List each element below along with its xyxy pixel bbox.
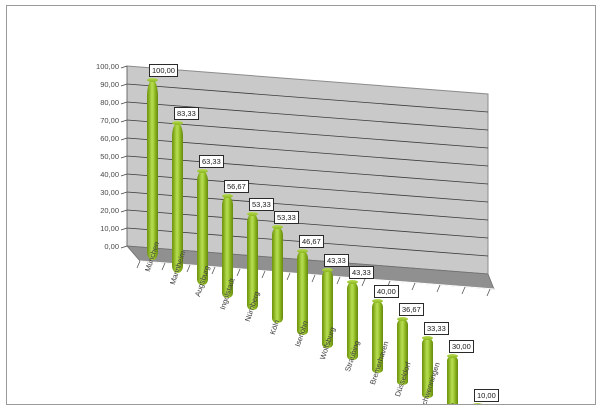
value-axis-tick-label: 100,00: [96, 62, 119, 71]
bar-top-cap: [247, 212, 258, 217]
value-axis-tick-label: 50,00: [100, 152, 119, 161]
value-axis-tick-label: 20,00: [100, 206, 119, 215]
category-axis-ticks: [136, 260, 491, 297]
bar-top-cap: [472, 402, 483, 404]
data-label: 63,33: [199, 155, 224, 169]
bar[interactable]: [197, 171, 208, 286]
data-label: 30,00: [449, 340, 474, 354]
bar[interactable]: [347, 282, 358, 361]
data-label: 36,67: [399, 303, 424, 317]
value-axis: [120, 65, 128, 249]
bar[interactable]: [222, 195, 233, 298]
bar-top-cap: [222, 193, 233, 198]
value-axis-tick-label: 60,00: [100, 134, 119, 143]
value-axis-tick-label: 70,00: [100, 116, 119, 125]
data-label: 10,00: [474, 388, 499, 402]
value-axis-tick-label: 0,00: [104, 242, 119, 251]
bar[interactable]: [147, 80, 158, 261]
bar[interactable]: [247, 214, 258, 311]
bar-top-cap: [297, 249, 308, 254]
bar[interactable]: [397, 319, 408, 386]
value-axis-tick-label: 80,00: [100, 98, 119, 107]
data-label: 46,67: [299, 235, 324, 249]
bar[interactable]: [372, 300, 383, 373]
bar-top-cap: [372, 298, 383, 303]
data-label: 33,33: [424, 321, 449, 335]
data-label: 83,33: [174, 106, 199, 120]
bar[interactable]: [172, 122, 183, 273]
data-label: 100,00: [149, 64, 178, 78]
bar-top-cap: [272, 224, 283, 229]
value-axis-tick-label: 40,00: [100, 170, 119, 179]
value-axis-tick-label: 10,00: [100, 224, 119, 233]
value-axis-tick-label: 90,00: [100, 80, 119, 89]
data-label: 43,33: [324, 253, 349, 267]
bar-top-cap: [347, 280, 358, 285]
bar-top-cap: [447, 354, 458, 359]
bar-top-cap: [322, 267, 333, 272]
bar-top-cap: [422, 335, 433, 340]
data-label: 53,33: [249, 198, 274, 212]
value-axis-tick-label: 30,00: [100, 188, 119, 197]
bar-top-cap: [172, 120, 183, 125]
bar[interactable]: [447, 356, 458, 404]
data-label: 40,00: [374, 284, 399, 298]
chart-frame: 0,00 10,00 20,00 30,00 40,00 50,00 60,00 70,00 8…: [6, 5, 596, 405]
bar-top-cap: [147, 78, 158, 83]
bar-top-cap: [197, 169, 208, 174]
bar[interactable]: [322, 269, 333, 348]
bar[interactable]: [272, 226, 283, 323]
plot-area: 0,00 10,00 20,00 30,00 40,00 50,00 60,00 70,00 8…: [7, 6, 595, 404]
bar-top-cap: [397, 317, 408, 322]
bar[interactable]: [422, 337, 433, 398]
bar[interactable]: [297, 251, 308, 336]
data-label: 53,33: [274, 210, 299, 224]
data-label: 43,33: [349, 266, 374, 280]
data-label: 56,67: [224, 179, 249, 193]
